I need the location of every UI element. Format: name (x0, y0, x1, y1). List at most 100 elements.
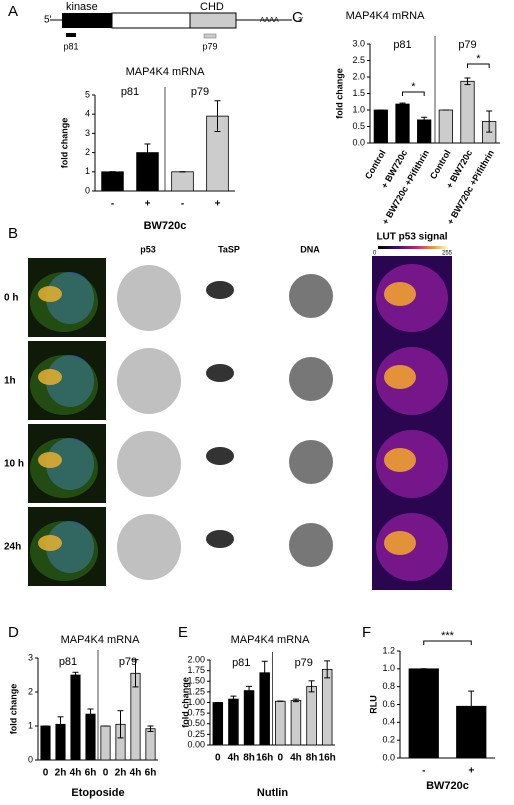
poly-a: AAAA (260, 17, 279, 24)
lut-title: LUT p53 signal (376, 232, 447, 243)
p53-stain (117, 431, 181, 497)
error-bar (246, 685, 253, 696)
y-tick-label: 0.2 (382, 735, 395, 745)
panel-label: B (8, 225, 18, 242)
y-tick-label: 0.75 (187, 708, 205, 718)
bar (70, 674, 81, 761)
error-bar (464, 77, 471, 86)
bar (417, 119, 432, 144)
cytoplasm (30, 438, 98, 498)
group-label: p81 (59, 656, 77, 668)
error-bar (87, 708, 94, 720)
y-tick-label: 0.00 (187, 739, 205, 749)
x-tick-label: 6h (145, 768, 157, 779)
error-bar (399, 102, 406, 106)
significance-label: * (476, 53, 481, 65)
tasp-stain (206, 447, 234, 465)
column-header: p53 (140, 244, 156, 254)
x-tick-label: - (111, 199, 114, 210)
dna-stain (289, 523, 333, 567)
tasp-stain (206, 530, 234, 548)
p81-probe (66, 33, 76, 37)
p53-stain (117, 514, 181, 580)
dna-stain (289, 440, 333, 484)
tasp-signal (38, 286, 62, 302)
error-bar (132, 659, 139, 688)
lut-hot (384, 282, 416, 306)
x-tick-label: 4h (130, 768, 142, 779)
x-tick-label: 0 (278, 753, 284, 764)
panel-label: F (362, 624, 371, 641)
significance-bracket (467, 63, 490, 68)
lut-hot (384, 365, 416, 389)
group-label: p79 (458, 39, 476, 51)
bar (85, 713, 96, 761)
y-axis-label: fold change (59, 118, 69, 169)
group-label: p81 (232, 657, 250, 669)
lut-min: 0 (373, 251, 377, 257)
error-bar (72, 671, 79, 679)
chart-title: MAP4K4 mRNA (346, 10, 426, 22)
nucleus (46, 355, 94, 407)
x-tick-label: 4h (228, 753, 240, 764)
x-tick-label: + (468, 766, 474, 777)
bar (101, 171, 124, 192)
group-label: p81 (393, 39, 411, 51)
lut-scale (378, 246, 448, 249)
panel-label: A (8, 3, 18, 20)
x-axis-label: BW720c (426, 780, 469, 792)
chart-title: MAP4K4 mRNA (231, 634, 311, 646)
panel-label: D (8, 624, 19, 641)
x-tick-label: 16h (319, 753, 336, 764)
kinase-label: kinase (66, 1, 98, 13)
y-tick-label: 1.0 (352, 104, 365, 114)
error-bar (261, 660, 268, 685)
nucleus (46, 521, 94, 573)
y-tick-label: 1.0 (382, 663, 395, 673)
chart-title: MAP4K4 mRNA (61, 634, 141, 646)
p79-probe (203, 33, 217, 39)
chart-title: MAP4K4 mRNA (126, 66, 206, 78)
bar (40, 725, 51, 761)
bar (228, 698, 239, 746)
bar (321, 668, 333, 746)
significance-label: * (411, 81, 416, 93)
y-tick-label: 2.00 (187, 654, 205, 664)
significance-bracket (423, 640, 472, 645)
error-bar (147, 725, 154, 732)
error-bar (230, 695, 237, 703)
x-axis-label: BW720c (144, 220, 187, 232)
bar (395, 103, 410, 144)
y-tick-label: 2.0 (352, 71, 365, 81)
group-label: p79 (295, 657, 313, 669)
three-prime: 3' (298, 17, 303, 24)
chd-label: CHD (200, 1, 224, 13)
bar (275, 700, 286, 746)
nucleus (46, 272, 94, 324)
row-label: 0 h (4, 293, 18, 304)
y-tick-label: 0.6 (382, 699, 395, 709)
significance-bracket (402, 91, 425, 96)
y-tick-label: 0.8 (382, 681, 395, 691)
dna-stain (289, 274, 333, 318)
error-bar (57, 716, 64, 733)
tasp-stain (206, 364, 234, 382)
x-tick-label: 2h (55, 768, 67, 779)
panel-label: C (292, 9, 303, 26)
tasp-stain (206, 281, 234, 299)
y-tick-label: 0.50 (187, 718, 205, 728)
bar (145, 728, 156, 761)
y-tick-label: 3.0 (352, 38, 365, 48)
x-tick-label: 0 (43, 768, 49, 779)
row-label: 24h (4, 542, 21, 553)
y-tick-label: 2.5 (352, 55, 365, 65)
p53-stain (117, 265, 181, 331)
error-bar (308, 680, 315, 693)
column-header: DNA (300, 244, 320, 254)
error-bar (421, 116, 428, 124)
x-tick-label: 8h (306, 753, 318, 764)
y-tick-label: 3 (85, 128, 90, 138)
error-bar (117, 710, 124, 739)
bar (243, 690, 255, 746)
